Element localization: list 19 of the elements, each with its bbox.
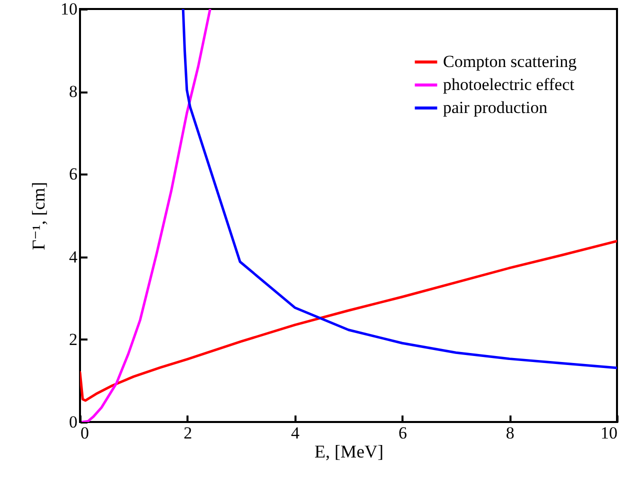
y-tick-label: 6 [69,164,78,184]
legend-label: Compton scattering [443,52,578,71]
y-tick-label: 10 [60,0,78,18]
y-tick-label: 8 [69,82,78,102]
line-series [80,240,617,402]
x-tick-label: 8 [506,424,514,442]
x-tick-label: 4 [291,424,300,442]
y-axis-title: Γ⁻¹, [cm] [28,182,48,250]
legend-label: pair production [443,98,548,117]
y-tick-label: 2 [69,330,78,349]
line-series [81,9,212,422]
y-tick-label: 4 [69,247,78,266]
x-tick-label: 10 [600,424,618,442]
x-tick-label: 2 [184,424,192,442]
x-axis-title: E, [MeV] [314,442,384,462]
x-tick-label: 6 [398,424,407,442]
legend-label: photoelectric effect [443,75,575,94]
x-tick-label: 0 [80,424,89,442]
line-series [182,9,617,370]
